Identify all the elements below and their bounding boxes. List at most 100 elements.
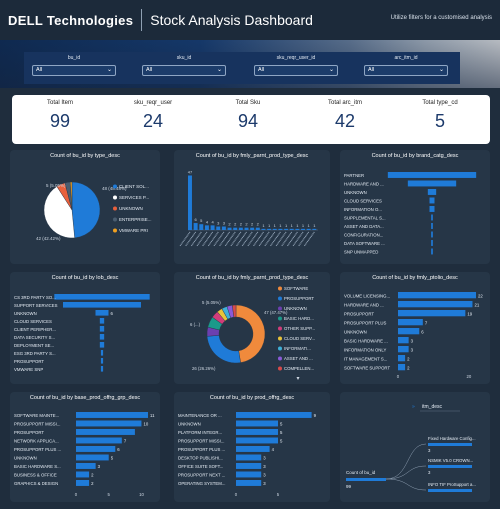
decomposition-tree-card[interactable]: » itm_desc Count of bu_id 99 Fixed Hardware … [340,392,490,502]
category-tick-label [196,231,208,247]
chart-card-base-prod[interactable]: Count of bu_id by base_prod_offrg_grp_de… [10,392,160,502]
chart-title: Count of bu_id by fmly_parnt_prod_type_d… [195,153,309,159]
category-tick-label [286,231,298,247]
tree-connector [385,478,427,491]
bar [398,301,473,308]
kpi-total-type-cd: Total type_cd 5 [395,95,485,144]
category-label: SUPPORT SERVICES [14,303,58,308]
data-label: 6 [117,447,120,452]
category-tick-label [202,231,214,247]
bar [100,366,104,372]
kpi-row: Total Item 99 sku_reqr_user 24 Total Sku… [12,95,490,144]
column-bar [233,227,238,230]
chart-card-lob[interactable]: Count of bu_id by lob_desc CS 3RD PARTY … [10,272,160,384]
filter-bu-id: bu_id All ⌄ [32,55,116,76]
kpi-total-item: Total Item 99 [15,95,105,144]
category-label: PROSUPPORT [14,430,44,435]
category-label: DATA SOFTWARE ... [344,241,385,246]
legend-label: UNKNOWN [284,306,307,311]
chart-card-fmly-parnt-bar[interactable]: Count of bu_id by fmly_parnt_prod_type_d… [174,150,330,264]
chart-card-type-desc[interactable]: Count of bu_id by type_desc 48 (48.48%) 4… [10,150,160,264]
chart-card-fmly-ptolio[interactable]: Count of bu_id by fmly_ptolio_desc VOLUM… [340,272,490,384]
chart-card-prod-offrg[interactable]: Count of bu_id by prod_offrg_desc MAINTE… [174,392,330,502]
category-label: PLATFORM INTEGR... [178,430,222,435]
bar [431,223,433,229]
column-bar [267,228,272,230]
data-label: 6 [195,217,198,222]
chart-title: Count of bu_id by prod_offrg_desc [209,395,295,401]
legend-marker [278,286,282,291]
bar [398,355,406,362]
bar [76,437,122,444]
select-value: All [36,67,43,73]
column-bar [244,227,249,230]
data-label: 6 (...) [190,322,201,327]
category-label: PROSUPPORT PLUS ... [178,447,225,452]
bar [76,420,142,427]
banner-image: bu_id All ⌄ sku_id All ⌄ sku_reqr_user_i… [0,40,500,88]
bar [100,358,104,364]
donut-slice [235,304,266,363]
category-label: CLIENT PERIPHER... [14,327,56,332]
column-chart-fmly-parnt: 476 5 4 4 3 3 2 2 2 2 2 2 1 1 1 1 1 1 1 1 1 1 [179,169,318,247]
category-label: INFORMATION ONLY [344,347,386,352]
legend-label: ENTERPRISE... [119,217,152,222]
data-label: 3 [411,338,414,343]
data-label: 7 [124,439,127,444]
category-tick-label [179,231,191,247]
category-tick-label [281,231,293,247]
category-label: UNKNOWN [178,422,201,427]
bar [76,429,135,435]
chart-card-brand-catg[interactable]: Count of bu_id by brand_catg_desc PARTNE… [340,150,490,264]
tree-root-label: Count of bu_id [346,470,376,475]
column-bar [261,228,266,230]
bar [99,318,105,324]
bar-chart-base-prod: SOFTWARE MAINTE... 11 PROSUPPORT MISSI... 1… [14,412,155,497]
data-label: 19 [467,311,472,316]
data-label: 47 [188,169,193,174]
bar [76,446,116,452]
category-tick-label [298,231,310,247]
data-label: 5 (5.05%) [202,300,221,305]
category-label: PROSUPPORT PLUS ... [14,447,61,452]
legend-label: SOFTWARE [284,286,308,291]
data-label: 5 [280,439,283,444]
data-label: 3 [263,473,266,478]
chart-card-fmly-parnt-donut[interactable]: Count of bu_id by fmly_parnt_prod_type_d… [174,272,330,384]
data-label: 2 [240,222,243,227]
bar [398,310,466,317]
column-bar [289,228,294,230]
tree-node-label: INFO TIF ProSupport a... [428,482,476,487]
tick-label: 20 [467,374,472,379]
tree-node-bar [428,465,472,468]
select-value: All [258,67,265,73]
kpi-label: Total Item [46,100,73,106]
category-label: HARDWARE AND ... [344,182,384,187]
category-label: PROSUPPORT MISSI... [14,422,60,427]
category-label: CONFIGURATION... [344,233,383,238]
sku-id-select[interactable]: All ⌄ [142,65,226,76]
pie-slice [43,186,75,239]
bar [236,429,278,435]
legend-marker [278,296,282,301]
data-label: 1 [268,223,271,228]
header-divider [141,9,143,31]
bar [236,437,278,444]
data-label: 1 [285,223,288,228]
arc-itm-id-select[interactable]: All ⌄ [364,65,448,76]
legend-label: CLIENT SOL... [119,184,149,189]
chart-title: Count of bu_id by lob_desc [51,275,119,281]
bu-id-select[interactable]: All ⌄ [32,65,116,76]
category-label: CS 3RD PARTY SO... [14,295,56,300]
data-label: 3 [217,221,220,226]
legend-label: PROSUPPORT [284,296,314,301]
legend-label: ASSET AND ... [284,356,313,361]
pie-slice [70,181,73,211]
kpi-label: Total arc_itm [327,100,362,106]
category-label: MAINTENANCE OR ... [178,413,222,418]
legend-scroll-down-icon: ▾ [296,376,299,382]
data-label: 1 [279,223,282,228]
bar [100,350,104,356]
data-label: 2 [91,473,94,478]
sku-reqr-user-id-select[interactable]: All ⌄ [254,65,338,76]
